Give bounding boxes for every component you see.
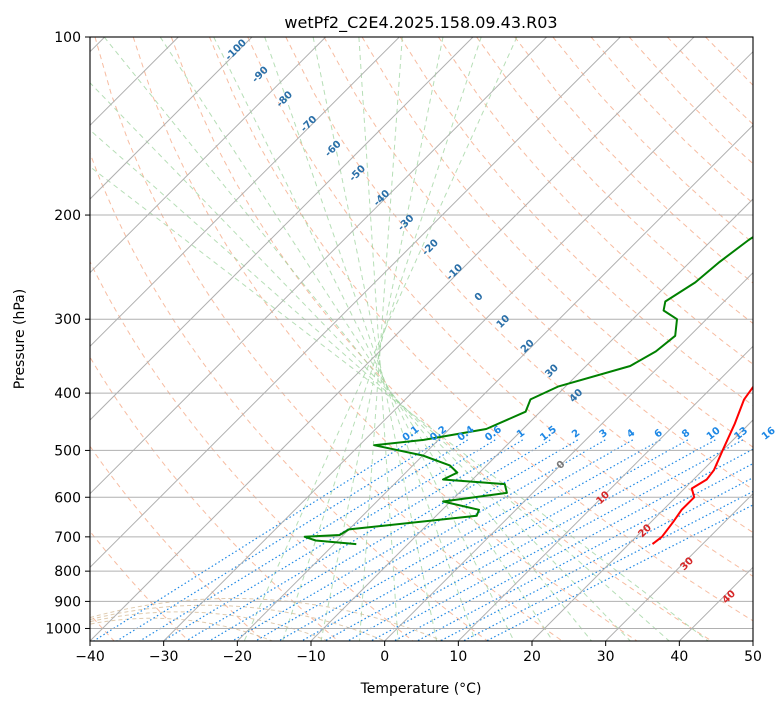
background-lines (90, 37, 753, 641)
y-tick-label: 600 (54, 490, 81, 506)
temperature-line (651, 385, 753, 545)
mixing-ratio-line (231, 439, 579, 641)
skewed-isotherm (457, 345, 753, 641)
skewed-isotherm (384, 271, 753, 641)
moist-adiabat (359, 37, 403, 641)
y-tick-label: 900 (54, 594, 81, 610)
skewed-isotherm (90, 37, 253, 200)
x-tick-label: 20 (523, 649, 541, 665)
plot-frame (89, 36, 754, 642)
dry-adiabat (90, 151, 488, 641)
y-tick-label: 800 (54, 564, 81, 580)
moist-adiabat (213, 37, 515, 641)
dry-adiabat (170, 37, 712, 641)
mixing-ratio-line (139, 439, 468, 641)
skewed-isotherm (90, 37, 474, 421)
dry-adiabat (90, 445, 264, 641)
background-arc (90, 597, 444, 641)
moist-adiabat (90, 166, 709, 641)
background-arc (90, 604, 387, 641)
mixing-ratio-line (116, 439, 441, 641)
moist-adiabat (90, 82, 631, 641)
x-tick-label: 30 (597, 649, 615, 665)
dry-adiabat (247, 37, 753, 577)
x-tick-label: 10 (449, 649, 467, 665)
mixing-ratio-line (370, 439, 744, 641)
mixing-ratio-line (255, 439, 606, 641)
mixing-ratio-line (162, 439, 496, 641)
moist-adiabat (264, 37, 476, 641)
skewed-isotherms (90, 37, 753, 641)
moist-adiabat (90, 129, 670, 641)
mixing-ratio-line (93, 439, 413, 641)
skewed-isotherm (90, 37, 695, 641)
y-tick-label: 700 (54, 530, 81, 546)
moist-adiabat (103, 37, 592, 641)
skewed-isotherm (531, 419, 753, 641)
skewed-isotherm (90, 37, 400, 348)
background-arc (90, 611, 330, 641)
sounding-series (303, 236, 753, 546)
y-tick-label: 100 (54, 30, 81, 46)
mixing-ratio-line (301, 439, 661, 641)
y-tick-label: 400 (54, 386, 81, 402)
dry-adiabat (361, 37, 753, 448)
skewed-isotherm (310, 198, 753, 641)
x-tick-label: −40 (75, 649, 105, 665)
dry-adiabat (323, 37, 753, 491)
background-arc (90, 617, 274, 641)
x-axis-label: Temperature (°C) (360, 681, 482, 697)
skewed-isotherm (90, 37, 327, 274)
mixing-ratio-lines (93, 439, 753, 641)
dry-adiabat (209, 37, 753, 622)
dry-adiabat (132, 37, 638, 641)
mixing-ratio-line (393, 448, 753, 641)
y-tick-label: 500 (54, 443, 81, 459)
dry-adiabat (399, 37, 753, 407)
mixing-ratio-line (347, 439, 716, 641)
mixing-ratio-line (324, 439, 689, 641)
moist-adiabat (282, 37, 482, 641)
dewpoint-line (303, 236, 753, 546)
isobar-gridlines (90, 37, 753, 629)
y-tick-label: 300 (54, 312, 81, 328)
moist-adiabat (159, 37, 554, 641)
x-tick-label: −20 (223, 649, 253, 665)
y-tick-label: 1000 (45, 621, 81, 637)
moist-adiabat (358, 37, 399, 641)
mixing-ratio-line (486, 504, 753, 641)
skewed-isotherm (90, 37, 621, 569)
x-tick-label: −30 (149, 649, 179, 665)
y-tick-label: 200 (54, 208, 81, 224)
x-tick-label: 40 (670, 649, 688, 665)
chart-title: wetPf2_C2E4.2025.158.09.43.R03 (284, 13, 557, 33)
mixing-ratio-line (185, 439, 523, 641)
skewed-isotherm (163, 50, 753, 641)
x-axis-ticks: −40 −30 −20 −10 0 10 20 30 40 50 (75, 641, 762, 665)
skewed-isotherm (605, 492, 753, 641)
x-tick-label: 50 (744, 649, 762, 665)
moist-adiabat (243, 37, 518, 641)
dry-adiabat (90, 356, 339, 641)
y-axis-ticks: 100 200 300 400 500 600 700 800 900 1000 (45, 30, 90, 637)
y-axis-label: Pressure (hPa) (12, 289, 28, 389)
skewed-isotherm (236, 124, 753, 641)
x-tick-label: −10 (296, 649, 326, 665)
skewed-isotherm (90, 37, 548, 495)
mixing-ratio-line (462, 490, 753, 641)
x-tick-label: 0 (380, 649, 389, 665)
